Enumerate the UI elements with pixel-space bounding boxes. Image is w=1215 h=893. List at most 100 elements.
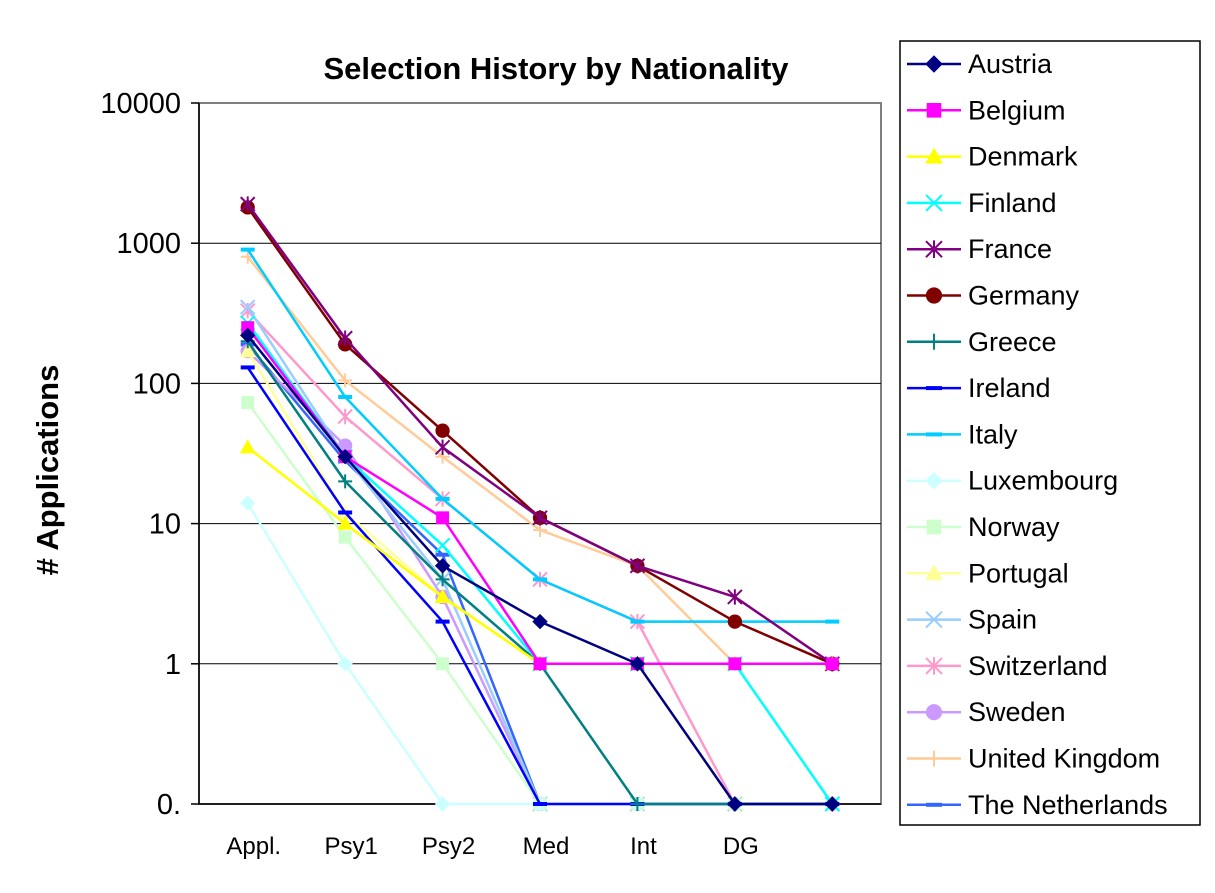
data-point [239,343,256,358]
data-point [825,619,840,624]
data-point [727,589,743,605]
legend-entry: Luxembourg [907,466,1118,496]
y-tick-label: 1 [165,649,181,681]
data-point [337,449,353,465]
data-point [629,656,646,672]
data-point [925,287,943,304]
legend-label: Belgium [968,95,1066,125]
legend-label: Germany [968,281,1080,311]
data-point [925,610,943,629]
x-tick-label: DG [723,833,759,860]
legend-entry: Spain [907,605,1037,635]
data-point [435,619,450,624]
legend-entry: Portugal [907,558,1069,588]
data-point [239,439,256,454]
data-point [240,299,256,315]
x-tick-label: Psy2 [422,833,475,860]
data-point [925,704,943,721]
data-point [240,196,256,212]
data-point [926,519,942,535]
data-point [925,194,943,212]
legend-entry: Italy [907,419,1018,449]
data-point [434,537,451,554]
y-axis-ticks: 0. 1 10 100 1000 10000 [100,88,881,821]
data-point [240,327,256,344]
legend-label: Austria [968,49,1053,79]
legend-label: Sweden [968,697,1066,727]
legend-label: Portugal [968,558,1069,588]
x-tick-label: Appl. [226,833,281,860]
data-point [925,471,943,490]
data-point [434,796,451,812]
data-point [338,373,353,388]
data-point [925,564,943,581]
legend-entry: Finland [907,188,1057,218]
data-point [825,657,839,671]
data-point [435,572,450,587]
y-axis-label: # Applications [30,365,65,576]
data-point [337,515,353,530]
x-tick-label: Med [523,833,570,860]
data-point [240,365,255,370]
data-point [926,432,942,437]
data-point [926,333,942,350]
data-point [435,423,450,438]
data-point [532,613,548,630]
legend-entry: Austria [907,49,1053,79]
legend: Austria Belgium Denmark Finland France German… [899,40,1201,826]
legend-label: The Netherlands [968,790,1168,820]
data-point [630,619,645,624]
legend-entry: Germany [907,281,1080,311]
data-point [925,55,943,73]
data-point [338,394,353,399]
legend-label: Denmark [968,142,1078,172]
y-tick-label: 0. [157,789,181,821]
series-layer [239,196,841,812]
data-point [337,330,353,346]
legend-entry: Switzerland [907,651,1108,681]
data-point [926,386,942,391]
legend-label: Norway [968,512,1060,542]
x-tick-label: Psy1 [324,833,377,860]
legend-entry: United Kingdom [907,744,1160,774]
legend-label: Greece [968,327,1057,357]
data-point [925,240,943,258]
series-austria [240,327,840,812]
x-axis-ticks: Appl. Psy1 Psy2 Med Int DG [226,833,758,860]
legend-frame [899,40,1201,826]
legend-label: Switzerland [968,651,1108,681]
data-point [824,796,840,812]
data-point [436,657,450,671]
data-point [337,408,353,425]
data-point [240,495,256,511]
chart-title: Selection History by Nationality [323,51,789,86]
legend-label: France [968,234,1052,264]
y-tick-label: 10 [149,509,181,541]
data-point [338,510,353,515]
data-point [630,797,645,811]
data-point [434,439,451,456]
y-tick-label: 10000 [100,88,181,120]
data-point [533,802,547,806]
data-point [727,614,743,629]
legend-entry: Denmark [907,142,1078,172]
x-tick-label: Int [630,833,657,860]
legend-entry: Greece [907,327,1057,357]
legend-label: Luxembourg [968,466,1118,496]
data-point [240,247,255,252]
data-point [434,558,451,574]
data-point [434,588,451,604]
legend-label: Italy [968,419,1018,449]
legend-entry: Ireland [907,373,1051,403]
data-point [727,796,743,812]
legend-entry: Sweden [907,697,1066,727]
data-point [241,396,255,410]
data-point [436,511,450,525]
data-point [926,750,942,767]
y-tick-label: 1000 [116,228,181,260]
legend-entry: France [907,234,1052,264]
legend-label: Ireland [968,373,1051,403]
data-point [926,802,942,807]
data-point [338,474,353,489]
